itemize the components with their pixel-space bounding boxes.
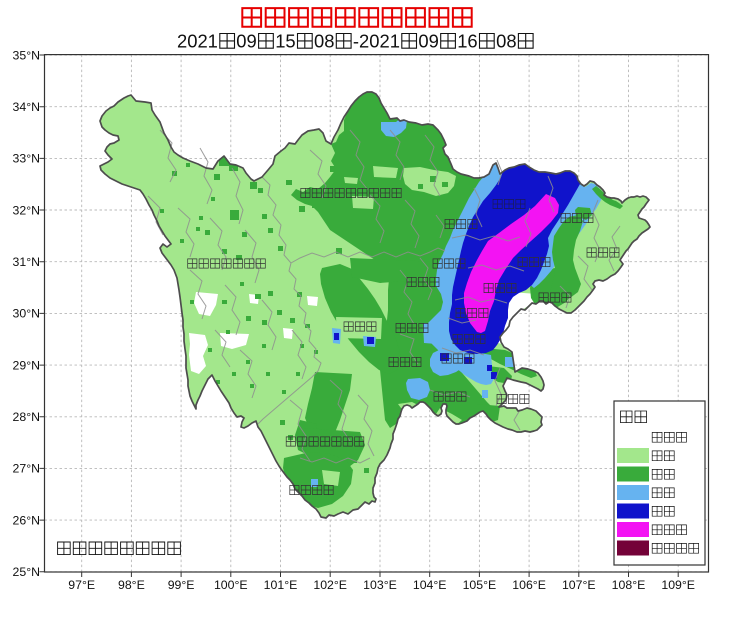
svg-text:33°N: 33°N bbox=[13, 152, 40, 166]
svg-text:29°N: 29°N bbox=[13, 358, 40, 372]
svg-text:08: 08 bbox=[496, 31, 516, 52]
svg-text:2021: 2021 bbox=[177, 31, 218, 52]
svg-text:16: 16 bbox=[457, 31, 477, 52]
svg-text:100°E: 100°E bbox=[214, 578, 248, 592]
svg-text:-2021: -2021 bbox=[353, 31, 400, 52]
svg-text:27°N: 27°N bbox=[13, 462, 40, 476]
svg-text:08: 08 bbox=[314, 31, 334, 52]
svg-text:108°E: 108°E bbox=[612, 578, 646, 592]
svg-text:15: 15 bbox=[275, 31, 295, 52]
svg-text:109°E: 109°E bbox=[661, 578, 695, 592]
svg-text:106°E: 106°E bbox=[512, 578, 546, 592]
svg-text:105°E: 105°E bbox=[463, 578, 497, 592]
svg-text:25°N: 25°N bbox=[13, 565, 40, 579]
svg-text:101°E: 101°E bbox=[264, 578, 298, 592]
svg-text:32°N: 32°N bbox=[13, 203, 40, 217]
svg-text:09: 09 bbox=[236, 31, 256, 52]
svg-text:97°E: 97°E bbox=[68, 578, 95, 592]
svg-text:09: 09 bbox=[418, 31, 438, 52]
svg-text:26°N: 26°N bbox=[13, 513, 40, 527]
svg-text:99°E: 99°E bbox=[168, 578, 195, 592]
svg-text:35°N: 35°N bbox=[13, 48, 40, 62]
svg-text:107°E: 107°E bbox=[562, 578, 596, 592]
svg-text:31°N: 31°N bbox=[13, 255, 40, 269]
svg-text:98°E: 98°E bbox=[118, 578, 145, 592]
svg-text:104°E: 104°E bbox=[413, 578, 447, 592]
svg-text:34°N: 34°N bbox=[13, 100, 40, 114]
svg-text:28°N: 28°N bbox=[13, 410, 40, 424]
svg-text:102°E: 102°E bbox=[313, 578, 347, 592]
svg-text:103°E: 103°E bbox=[363, 578, 397, 592]
svg-text:30°N: 30°N bbox=[13, 307, 40, 321]
